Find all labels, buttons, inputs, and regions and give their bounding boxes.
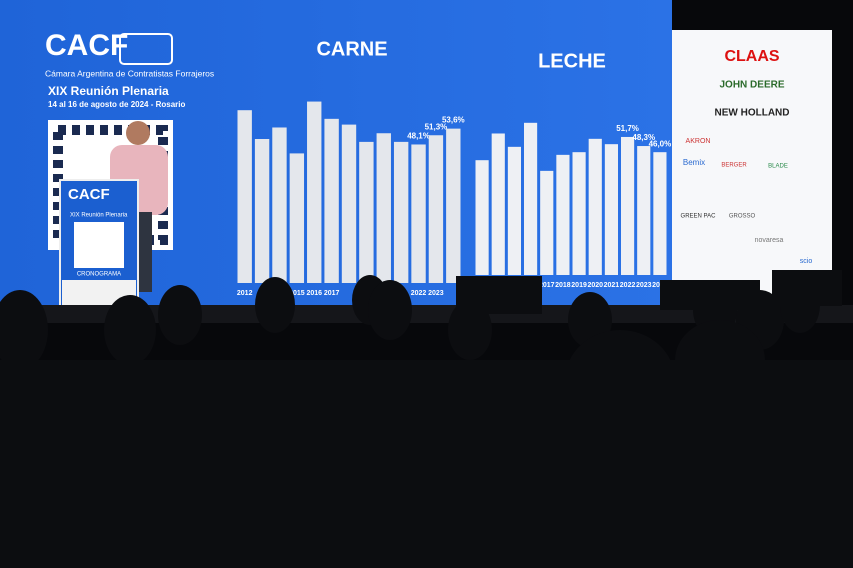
sponsor-logo: GREEN PAC xyxy=(681,214,717,220)
x-tick-label: 2016 xyxy=(306,290,322,297)
bar xyxy=(475,160,489,275)
sponsor-logo: JOHN DEERE xyxy=(719,80,784,91)
bar xyxy=(376,133,391,283)
sponsor-logo: scio xyxy=(800,258,813,265)
value-label: 48,3% xyxy=(632,133,655,142)
bar xyxy=(588,138,602,275)
chart-title: LECHE xyxy=(538,50,606,72)
x-tick-label: 2017 xyxy=(324,290,340,297)
x-tick-label: 2023 xyxy=(428,290,444,297)
sponsor-logo: novaresa xyxy=(755,237,784,244)
x-tick-label: 2020 xyxy=(587,282,603,289)
logo-icon xyxy=(119,33,173,65)
bar xyxy=(653,152,667,275)
bar xyxy=(446,128,461,283)
dates: 14 al 16 de agosto de 2024 - Rosario xyxy=(48,100,186,109)
bar xyxy=(341,124,357,283)
bar xyxy=(324,118,339,283)
value-label: 53,6% xyxy=(442,116,465,125)
bar xyxy=(621,136,635,275)
bar xyxy=(411,144,426,283)
bar xyxy=(540,170,554,275)
bar xyxy=(393,141,409,283)
stage xyxy=(0,305,853,323)
podium-qr xyxy=(74,222,124,268)
bar xyxy=(272,127,287,283)
value-label: 51,7% xyxy=(616,124,639,133)
sponsor-logo: CLAAS xyxy=(724,48,779,65)
sponsors: CLAAS JOHN DEERE NEW HOLLAND AKRON Bemix BERG… xyxy=(681,48,813,265)
audience xyxy=(0,270,853,568)
bar xyxy=(556,154,570,275)
bar xyxy=(254,139,270,283)
x-tick-label: 2018 xyxy=(555,282,571,289)
x-tick-label: 2012 xyxy=(237,290,253,297)
sponsor-logo: BERGER xyxy=(721,163,747,169)
x-tick-label: 2017 xyxy=(539,282,555,289)
bar xyxy=(428,135,444,283)
sponsor-logo: Bemix xyxy=(683,158,705,167)
bar xyxy=(604,144,618,275)
sponsor-panel xyxy=(672,30,832,296)
value-label: 51,3% xyxy=(425,122,448,131)
bar xyxy=(491,133,505,275)
sponsor-logo: GROSSO xyxy=(729,214,756,220)
x-tick-label: 2022 xyxy=(411,290,427,297)
x-tick-label: 2019 xyxy=(571,282,587,289)
bar xyxy=(289,153,305,283)
x-tick-label: 2023 xyxy=(636,282,652,289)
x-tick-label: 2024 xyxy=(652,282,668,289)
bar xyxy=(237,110,252,283)
bar xyxy=(572,152,586,275)
x-tick-label: 2021 xyxy=(604,282,620,289)
podium-logo: CACF xyxy=(68,186,110,203)
sponsor-logo: BLADE xyxy=(768,164,788,170)
bar xyxy=(637,146,651,275)
podium-event: XIX Reunión Plenaria xyxy=(70,213,128,219)
value-label: 46,0% xyxy=(649,139,672,148)
sponsor-logo: AKRON xyxy=(686,138,711,145)
chart-title: CARNE xyxy=(316,38,387,60)
podium-button: CRONOGRAMA xyxy=(77,272,121,278)
bar xyxy=(507,146,521,275)
logo: CACF xyxy=(45,29,128,62)
value-label: 48,1% xyxy=(407,132,430,141)
bar xyxy=(359,141,374,283)
x-tick-label: 2015 xyxy=(289,290,305,297)
x-tick-label: 2022 xyxy=(620,282,636,289)
org-name: Cámara Argentina de Contratistas Forraje… xyxy=(45,68,214,78)
bar xyxy=(524,122,538,275)
bar xyxy=(307,101,322,283)
event: XIX Reunión Plenaria xyxy=(48,84,169,98)
sponsor-logo: NEW HOLLAND xyxy=(715,108,790,119)
